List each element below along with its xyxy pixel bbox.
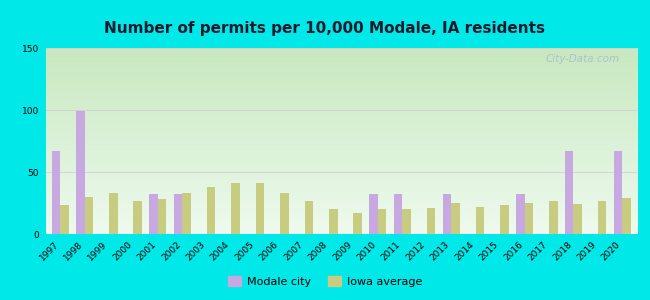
Bar: [443, 194, 451, 234]
Bar: [76, 111, 85, 234]
Bar: [305, 200, 313, 234]
Bar: [549, 200, 558, 234]
Bar: [84, 197, 93, 234]
Bar: [183, 193, 191, 234]
Bar: [133, 200, 142, 234]
Bar: [207, 187, 215, 234]
Bar: [451, 203, 460, 234]
Bar: [354, 213, 362, 234]
Bar: [158, 199, 166, 234]
Bar: [427, 208, 436, 234]
Bar: [565, 151, 573, 234]
Bar: [150, 194, 158, 234]
Bar: [573, 204, 582, 234]
Bar: [622, 198, 631, 234]
Bar: [525, 203, 533, 234]
Bar: [109, 193, 118, 234]
Bar: [516, 194, 525, 234]
Bar: [369, 194, 378, 234]
Bar: [51, 151, 60, 234]
Bar: [60, 206, 69, 234]
Bar: [378, 209, 387, 234]
Bar: [255, 183, 265, 234]
Bar: [231, 183, 240, 234]
Bar: [500, 206, 509, 234]
Text: Number of permits per 10,000 Modale, IA residents: Number of permits per 10,000 Modale, IA …: [105, 21, 545, 36]
Bar: [476, 207, 484, 234]
Bar: [394, 194, 402, 234]
Text: City-Data.com: City-Data.com: [545, 54, 619, 64]
Bar: [614, 151, 622, 234]
Bar: [402, 209, 411, 234]
Legend: Modale city, Iowa average: Modale city, Iowa average: [224, 272, 426, 291]
Bar: [598, 200, 606, 234]
Bar: [329, 209, 337, 234]
Bar: [174, 194, 183, 234]
Bar: [280, 193, 289, 234]
